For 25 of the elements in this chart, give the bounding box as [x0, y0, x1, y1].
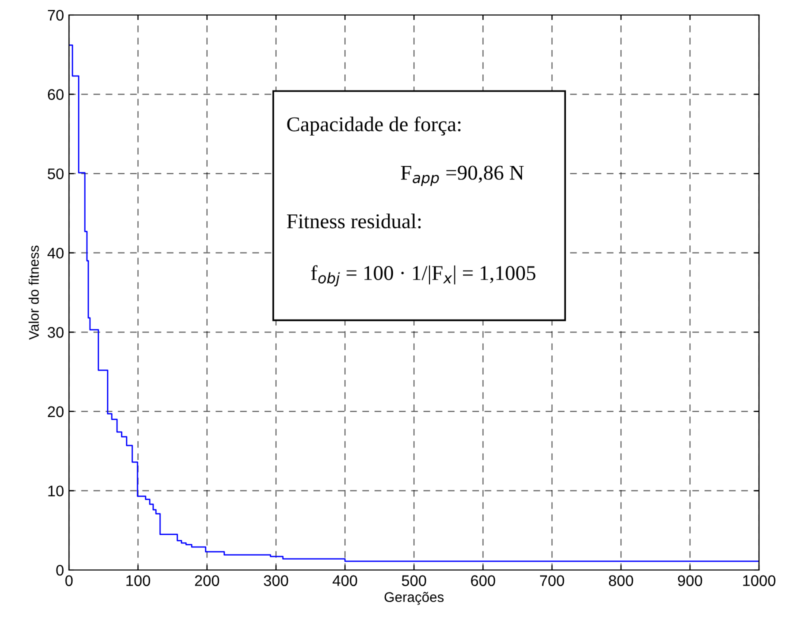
x-axis-title: Gerações: [384, 592, 444, 605]
x-tick-label: 100: [126, 575, 150, 586]
y-tick-label: 50: [48, 168, 64, 180]
x-tick-label: 400: [332, 575, 358, 586]
x-tick-label: 700: [540, 575, 564, 586]
y-axis-title: Valor do fitness: [28, 246, 39, 340]
x-tick-label: 500: [402, 575, 426, 586]
x-tick-label: 0: [65, 575, 73, 586]
y-tick-label: 40: [48, 248, 64, 259]
x-tick-label: 900: [678, 575, 702, 586]
y-tick-label: 60: [48, 89, 64, 100]
y-tick-label: 10: [48, 486, 64, 496]
x-tick-label: 300: [264, 575, 288, 586]
annotation: F$_{app}$ =90,86 N: [400, 166, 524, 186]
y-tick-label: 30: [48, 327, 64, 338]
y-tick-label: 0: [56, 564, 64, 576]
annotation: Capacidade de força:: [287, 116, 460, 136]
x-tick-label: 600: [471, 575, 496, 586]
x-tick-label: 800: [608, 575, 634, 586]
annotation: f$_{obj}$ = 100 · 1/|F$_{x}$| = 1,1005: [311, 265, 536, 286]
x-tick-label: 200: [195, 575, 220, 586]
y-tick-label: 20: [48, 406, 64, 418]
x-tick-label: 1000: [743, 575, 776, 586]
y-tick-label: 70: [48, 10, 64, 21]
annotation: Fitness residual:: [286, 214, 421, 228]
